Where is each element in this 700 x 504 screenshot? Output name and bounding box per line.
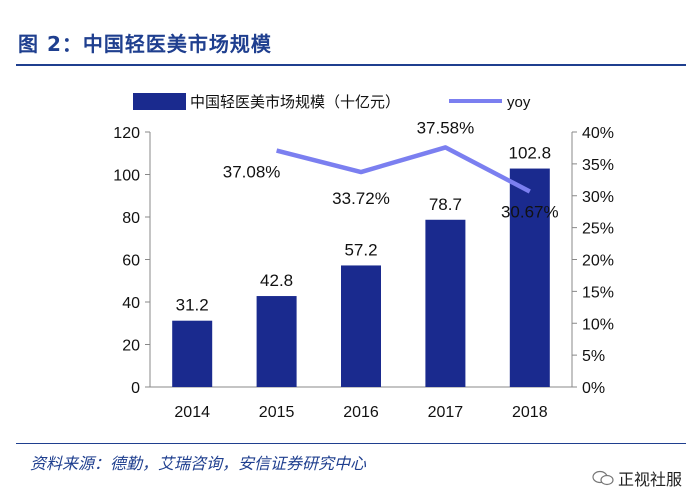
y-right-tick-label: 35%	[582, 157, 614, 174]
bar	[425, 219, 466, 387]
y-left-tick-label: 20	[122, 338, 140, 355]
bar-value-label: 42.8	[260, 271, 293, 290]
y-right-tick-label: 10%	[582, 316, 614, 333]
bar	[172, 320, 213, 387]
x-tick-label: 2014	[174, 404, 210, 421]
bar	[509, 168, 550, 387]
x-tick-label: 2017	[428, 404, 464, 421]
y-left-tick-label: 100	[113, 168, 140, 185]
title-divider	[16, 64, 686, 66]
watermark: 正视社服	[592, 466, 682, 490]
yoy-value-label: 33.72%	[332, 189, 390, 208]
chat-bubbles-icon	[592, 470, 614, 486]
y-right-tick-label: 20%	[582, 253, 614, 270]
y-left-tick-label: 120	[113, 125, 140, 142]
combo-chart: 0 20 40 60 80 100 120 0% 5% 10% 15% 20% 25% 30% 35% 40%…	[113, 93, 614, 421]
y-left-tick-label: 80	[122, 210, 140, 227]
source-divider	[16, 443, 686, 444]
y-right-tick-label: 25%	[582, 221, 614, 238]
bar	[341, 265, 381, 387]
yoy-value-label: 37.08%	[223, 163, 281, 182]
x-tick-label: 2016	[343, 404, 379, 421]
legend-bar-label: 中国轻医美市场规模（十亿元）	[190, 94, 400, 111]
y-right-tick-label: 0%	[582, 380, 605, 397]
source-note: 资料来源：德勤，艾瑞咨询，安信证券研究中心	[30, 454, 367, 473]
legend-line-label: yoy	[507, 94, 531, 111]
y-right-tick-label: 15%	[582, 284, 614, 301]
x-tick-label: 2015	[259, 404, 295, 421]
y-left-tick-label: 0	[131, 380, 140, 397]
watermark-text: 正视社服	[618, 470, 683, 489]
y-left-tick-label: 60	[122, 253, 140, 270]
bar-value-label: 57.2	[344, 240, 377, 259]
bar	[256, 296, 297, 387]
yoy-line	[276, 145, 531, 194]
y-right-tick-label: 5%	[582, 348, 605, 365]
legend-bar-swatch	[133, 93, 186, 110]
x-tick-label: 2018	[512, 404, 548, 421]
yoy-value-label: 37.58%	[417, 118, 475, 137]
yoy-value-label: 30.67%	[501, 202, 559, 221]
bar-value-label: 78.7	[429, 195, 462, 214]
figure-title: 图 2：中国轻医美市场规模	[18, 32, 272, 56]
y-right-tick-label: 30%	[582, 189, 614, 206]
bar-value-label: 102.8	[509, 144, 552, 163]
bar-value-label: 31.2	[176, 296, 209, 315]
y-right-tick-label: 40%	[582, 125, 614, 142]
y-left-tick-label: 40	[122, 295, 140, 312]
